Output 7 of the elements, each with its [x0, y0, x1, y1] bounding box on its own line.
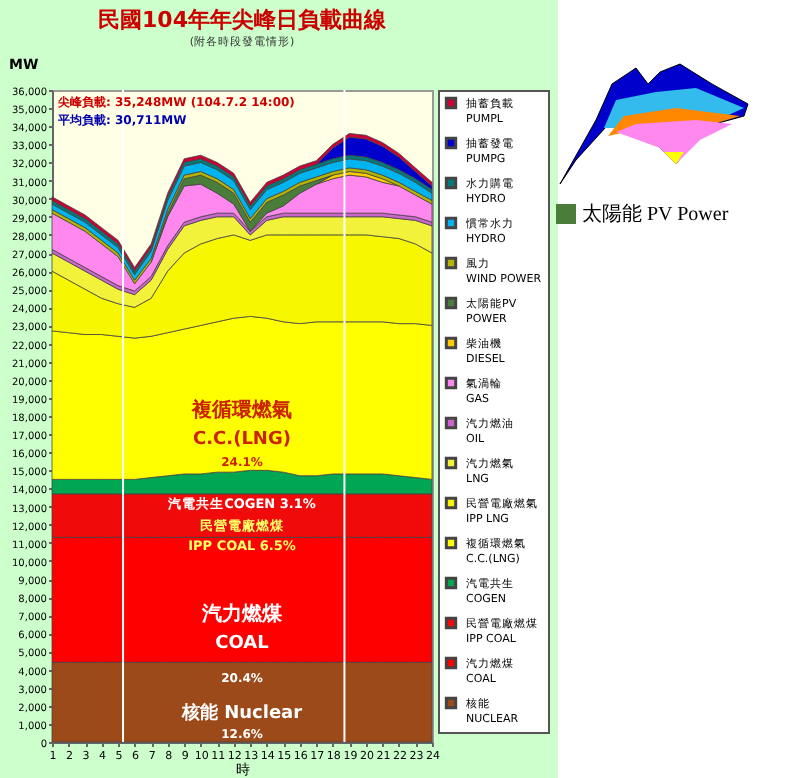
chart-title: 民國104年年尖峰日負載曲線: [98, 7, 388, 33]
annotation: 汽力燃煤: [200, 602, 284, 626]
annotation: 核能 Nuclear: [179, 702, 304, 724]
annotation: C.C.(LNG): [193, 430, 291, 450]
text: 太陽能 PV Power: [582, 201, 729, 228]
annotation: 複循環燃氣: [190, 398, 292, 422]
annotation: COAL: [215, 634, 270, 654]
